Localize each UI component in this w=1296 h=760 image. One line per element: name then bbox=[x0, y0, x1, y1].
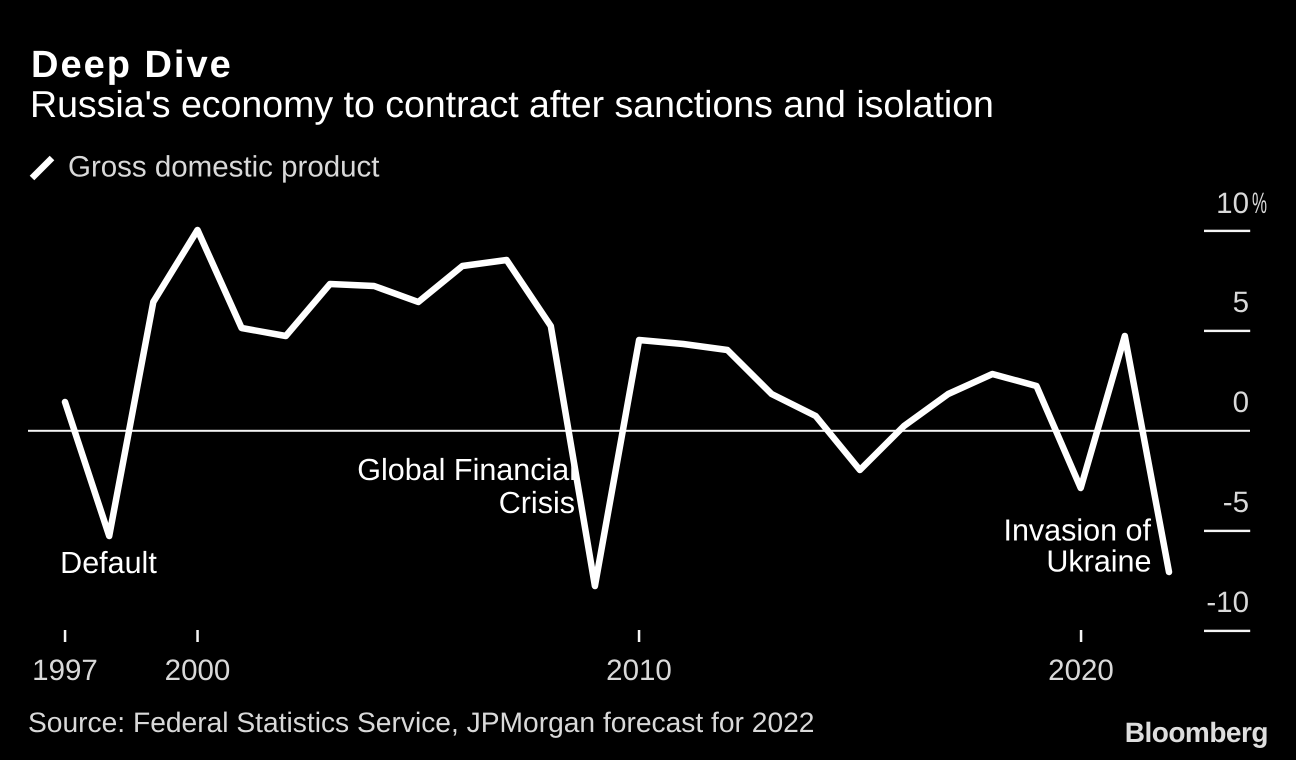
svg-text:Russia's economy to contract a: Russia's economy to contract after sanct… bbox=[30, 83, 994, 125]
svg-text:Global Financial: Global Financial bbox=[357, 453, 576, 487]
svg-text:-10: -10 bbox=[1206, 586, 1249, 619]
svg-text:Crisis: Crisis bbox=[499, 486, 575, 520]
svg-text:10: 10 bbox=[1216, 187, 1249, 220]
svg-text:Source: Federal Statistics Ser: Source: Federal Statistics Service, JPMo… bbox=[28, 706, 814, 738]
svg-text:-5: -5 bbox=[1223, 486, 1249, 519]
svg-text:1997: 1997 bbox=[32, 654, 98, 687]
svg-text:Default: Default bbox=[60, 546, 157, 580]
svg-text:0: 0 bbox=[1233, 386, 1249, 419]
svg-text:2010: 2010 bbox=[606, 654, 672, 687]
svg-text:Bloomberg: Bloomberg bbox=[1125, 717, 1268, 748]
svg-text:Ukraine: Ukraine bbox=[1046, 545, 1151, 579]
svg-text:%: % bbox=[1252, 187, 1267, 220]
svg-text:Deep Dive: Deep Dive bbox=[31, 44, 233, 86]
svg-text:Gross domestic product: Gross domestic product bbox=[68, 151, 380, 184]
svg-text:2000: 2000 bbox=[165, 654, 231, 687]
svg-text:2020: 2020 bbox=[1048, 654, 1114, 687]
svg-text:5: 5 bbox=[1233, 286, 1249, 319]
svg-text:Invasion of: Invasion of bbox=[1003, 514, 1151, 548]
